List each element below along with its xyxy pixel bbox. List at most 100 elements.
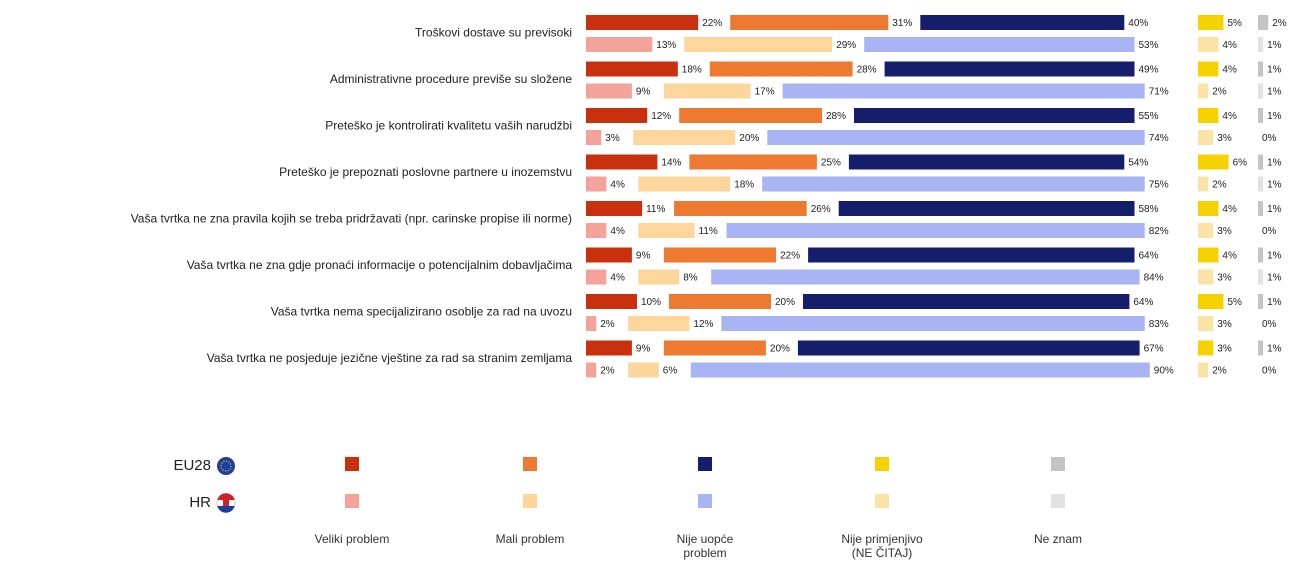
bar-segment bbox=[669, 294, 771, 309]
value-label: 55% bbox=[1139, 111, 1159, 122]
legend-swatch bbox=[1051, 457, 1065, 471]
category-label: Administrativne procedure previše su slo… bbox=[330, 72, 572, 86]
value-label: 71% bbox=[1149, 87, 1169, 98]
value-label: 1% bbox=[1267, 87, 1282, 98]
bar-segment bbox=[586, 176, 607, 192]
value-label: 3% bbox=[1217, 273, 1232, 284]
bar-segment bbox=[689, 154, 817, 170]
value-label: 1% bbox=[1267, 111, 1282, 122]
bar-segment bbox=[1198, 247, 1219, 263]
bar-segment bbox=[586, 201, 643, 216]
value-label: 4% bbox=[610, 226, 625, 237]
value-label: 54% bbox=[1128, 158, 1148, 169]
bar-segment bbox=[663, 83, 751, 99]
value-label: 2% bbox=[1212, 366, 1227, 377]
bar-segment bbox=[628, 362, 659, 378]
value-label: 2% bbox=[600, 366, 615, 377]
value-label: 3% bbox=[1217, 226, 1232, 237]
value-label: 20% bbox=[739, 133, 759, 144]
value-label: 22% bbox=[780, 251, 800, 262]
bar-segment bbox=[1258, 269, 1264, 285]
bar-segment bbox=[690, 362, 1150, 378]
value-label: 10% bbox=[641, 297, 661, 308]
bar-segment bbox=[586, 37, 653, 52]
value-label: 5% bbox=[1228, 297, 1243, 308]
category-label: Troškovi dostave su previsoki bbox=[415, 26, 572, 40]
legend-swatch bbox=[875, 457, 889, 471]
legend-swatch bbox=[523, 494, 537, 508]
value-label: 67% bbox=[1144, 344, 1164, 355]
bar-segment bbox=[1258, 154, 1264, 170]
bar-segment bbox=[711, 269, 1140, 285]
value-label: 4% bbox=[610, 273, 625, 284]
value-label: 53% bbox=[1139, 40, 1159, 51]
bar-segment bbox=[1258, 294, 1264, 309]
bar-segment bbox=[1198, 362, 1209, 378]
bar-segment bbox=[1198, 294, 1224, 309]
bar-segment bbox=[586, 294, 637, 309]
value-label: 5% bbox=[1228, 18, 1243, 29]
value-label: 0% bbox=[1262, 133, 1277, 144]
value-label: 11% bbox=[699, 226, 718, 237]
value-label: 3% bbox=[605, 133, 620, 144]
value-label: 1% bbox=[1267, 251, 1282, 262]
value-label: 40% bbox=[1128, 18, 1148, 29]
bar-segment bbox=[864, 37, 1135, 52]
bar-segment bbox=[1258, 201, 1264, 216]
value-label: 64% bbox=[1133, 297, 1153, 308]
bar-segment bbox=[808, 247, 1135, 263]
bar-segment bbox=[586, 269, 607, 285]
value-label: 4% bbox=[1222, 65, 1237, 76]
value-label: 28% bbox=[826, 111, 846, 122]
legend-label: Nije primjenjivo (NE ČITAJ) bbox=[841, 532, 923, 560]
bar-segment bbox=[1198, 201, 1219, 216]
bar-segment bbox=[679, 108, 822, 123]
category-label: Vaša tvrtka ne posjeduje jezične vještin… bbox=[207, 351, 573, 365]
value-label: 1% bbox=[1267, 273, 1282, 284]
bar-segment bbox=[586, 340, 632, 356]
value-label: 20% bbox=[770, 344, 790, 355]
value-label: 28% bbox=[857, 65, 877, 76]
bar-segment bbox=[586, 154, 658, 170]
value-label: 0% bbox=[1262, 226, 1277, 237]
eu-flag bbox=[217, 457, 235, 475]
bar-segment bbox=[1198, 108, 1219, 123]
value-label: 4% bbox=[1222, 40, 1237, 51]
category-label: Vaša tvrtka nema specijalizirano osoblje… bbox=[271, 305, 572, 319]
bar-segment bbox=[586, 61, 678, 77]
value-label: 3% bbox=[1217, 319, 1232, 330]
value-label: 31% bbox=[892, 18, 912, 29]
bar-segment bbox=[884, 61, 1135, 77]
bar-segment bbox=[767, 130, 1145, 145]
bar-segment bbox=[1258, 176, 1264, 192]
bar-segment bbox=[586, 247, 632, 263]
hr-flag bbox=[216, 493, 236, 513]
value-label: 9% bbox=[636, 344, 651, 355]
category-label: Vaša tvrtka ne zna gdje pronaći informac… bbox=[187, 258, 573, 272]
bar-segment bbox=[586, 15, 699, 30]
bar-segment bbox=[663, 340, 766, 356]
value-label: 2% bbox=[1212, 87, 1227, 98]
value-label: 58% bbox=[1139, 204, 1159, 215]
value-label: 1% bbox=[1267, 40, 1282, 51]
value-label: 20% bbox=[775, 297, 795, 308]
value-label: 22% bbox=[702, 18, 722, 29]
bar-segment bbox=[1198, 269, 1214, 285]
value-label: 1% bbox=[1267, 65, 1282, 76]
bar-segment bbox=[684, 37, 833, 52]
bar-segment bbox=[1198, 340, 1214, 356]
value-label: 12% bbox=[693, 319, 713, 330]
value-label: 6% bbox=[663, 366, 678, 377]
value-label: 25% bbox=[821, 158, 841, 169]
value-label: 17% bbox=[755, 87, 775, 98]
legend-label: Ne znam bbox=[1033, 532, 1083, 546]
bar-segment bbox=[1258, 108, 1264, 123]
bar-segment bbox=[1258, 15, 1269, 30]
bar-segment bbox=[674, 201, 807, 216]
value-label: 82% bbox=[1149, 226, 1169, 237]
bar-segment bbox=[721, 316, 1145, 331]
bar-segment bbox=[838, 201, 1135, 216]
value-label: 0% bbox=[1262, 319, 1277, 330]
